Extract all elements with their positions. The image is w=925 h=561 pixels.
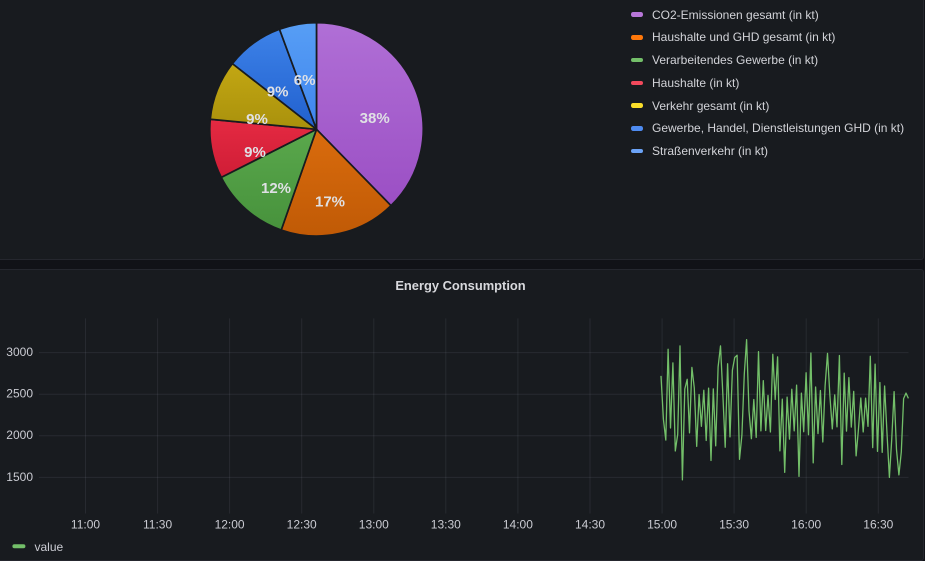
svg-text:11:30: 11:30 bbox=[143, 517, 172, 531]
svg-text:13:30: 13:30 bbox=[431, 517, 461, 531]
svg-text:9%: 9% bbox=[246, 111, 268, 128]
svg-text:38%: 38% bbox=[360, 110, 390, 127]
svg-text:9%: 9% bbox=[267, 84, 289, 101]
svg-text:12%: 12% bbox=[261, 180, 291, 197]
svg-text:15:00: 15:00 bbox=[647, 517, 677, 531]
svg-text:15:30: 15:30 bbox=[719, 517, 749, 531]
svg-text:3000: 3000 bbox=[6, 345, 33, 359]
svg-text:12:00: 12:00 bbox=[215, 517, 245, 531]
svg-text:16:00: 16:00 bbox=[791, 517, 821, 531]
svg-text:12:30: 12:30 bbox=[287, 517, 317, 531]
svg-text:value: value bbox=[35, 540, 64, 554]
svg-text:11:00: 11:00 bbox=[71, 517, 100, 531]
svg-text:13:00: 13:00 bbox=[359, 517, 389, 531]
svg-text:6%: 6% bbox=[294, 72, 316, 89]
svg-text:9%: 9% bbox=[244, 144, 266, 161]
svg-text:1500: 1500 bbox=[6, 470, 33, 484]
svg-text:16:30: 16:30 bbox=[863, 517, 893, 531]
svg-text:2000: 2000 bbox=[6, 428, 33, 442]
svg-text:14:30: 14:30 bbox=[575, 517, 605, 531]
svg-text:14:00: 14:00 bbox=[503, 517, 533, 531]
svg-text:17%: 17% bbox=[315, 194, 345, 211]
svg-text:2500: 2500 bbox=[6, 387, 33, 401]
